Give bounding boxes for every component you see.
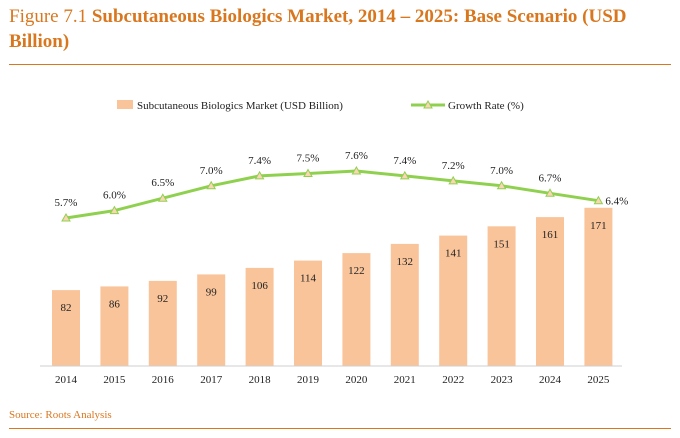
bar-2021: [390, 243, 419, 366]
bar-2022: [439, 235, 468, 366]
x-tick-2019: 2019: [297, 374, 320, 386]
growth-marker-2019: [303, 168, 313, 177]
growth-marker-2016: [157, 193, 168, 202]
source-note: Source: Roots Analysis: [9, 409, 112, 421]
x-tick-2022: 2022: [442, 374, 464, 386]
growth-marker-2021: [399, 170, 410, 180]
bar-2018: [245, 267, 274, 366]
growth-label-2018: 7.4%: [248, 155, 271, 167]
growth-rate-line: [64, 169, 600, 220]
growth-marker-2023: [496, 180, 507, 190]
x-tick-2023: 2023: [491, 374, 514, 386]
bar-value-label-2025: 171: [590, 220, 607, 232]
x-tick-2024: 2024: [539, 374, 562, 386]
x-tick-2021: 2021: [394, 374, 416, 386]
growth-label-2016: 6.5%: [151, 177, 174, 189]
bar-value-label-2021: 132: [397, 256, 414, 268]
bar-2016: [148, 280, 177, 366]
x-tick-2018: 2018: [249, 374, 272, 386]
growth-label-2021: 7.4%: [393, 155, 416, 167]
bar-2020: [342, 253, 371, 366]
growth-label-2019: 7.5%: [297, 153, 320, 165]
growth-marker-2022: [448, 175, 459, 185]
growth-label-2014: 5.7%: [55, 197, 78, 209]
title-divider: [9, 64, 671, 65]
x-tick-2025: 2025: [587, 374, 610, 386]
x-tick-2015: 2015: [103, 374, 126, 386]
bar-2017: [197, 274, 226, 366]
bar-2019: [294, 260, 322, 367]
growth-marker-2014: [61, 212, 71, 222]
growth-label-2025: 6.4%: [605, 196, 628, 208]
legend: Subcutaneous Biologics Market (USD Billi…: [117, 99, 524, 112]
bar-value-label-2022: 141: [445, 248, 462, 260]
bar-2014: [52, 290, 80, 366]
x-tick-2020: 2020: [345, 374, 368, 386]
bar-2025: [584, 207, 613, 366]
x-tick-2017: 2017: [200, 374, 223, 386]
growth-marker-2024: [545, 188, 555, 197]
growth-label-2017: 7.0%: [200, 165, 223, 177]
bar-value-label-2015: 86: [109, 298, 121, 310]
growth-value-labels: 5.7% 6.0% 6.5% 7.0% 7.4% 7.5% 7.6% 7.4% 7.2% 7.0%…: [55, 150, 629, 209]
bar-2023: [487, 226, 516, 366]
bar-value-label-2019: 114: [300, 273, 317, 285]
bar-value-labels: 82 86 92 99 106 114 122 132 141 151 161 171: [61, 220, 607, 314]
growth-label-2020: 7.6%: [345, 150, 368, 162]
x-tick-2016: 2016: [152, 374, 175, 386]
growth-marker-2020: [351, 165, 362, 175]
bars: [52, 207, 613, 367]
bar-2024: [536, 217, 564, 366]
bar-value-label-2018: 106: [251, 280, 268, 292]
legend-swatch-market: [117, 100, 133, 109]
legend-marker-growth: [423, 99, 433, 109]
figure-title: Subcutaneous Biologics Market, 2014 – 20…: [9, 6, 627, 52]
bar-2015: [100, 286, 129, 366]
footer-divider: [9, 428, 671, 429]
growth-label-2024: 6.7%: [539, 172, 562, 184]
growth-marker-2018: [254, 170, 265, 180]
bar-value-label-2014: 82: [61, 302, 72, 314]
bar-value-label-2016: 92: [157, 293, 168, 305]
figure-number: Figure 7.1: [9, 6, 92, 27]
legend-label-market: Subcutaneous Biologics Market (USD Billi…: [137, 100, 343, 112]
growth-label-2023: 7.0%: [490, 165, 513, 177]
x-tick-2014: 2014: [55, 374, 78, 386]
growth-series: [61, 165, 604, 222]
growth-label-2022: 7.2%: [442, 160, 465, 172]
bar-value-label-2017: 99: [206, 286, 218, 298]
bar-value-label-2024: 161: [542, 229, 559, 241]
growth-marker-2025: [593, 195, 604, 205]
bar-value-label-2023: 151: [493, 238, 510, 250]
bar-value-label-2020: 122: [348, 265, 365, 277]
legend-label-growth: Growth Rate (%): [448, 100, 524, 112]
growth-label-2015: 6.0%: [103, 190, 126, 202]
growth-marker-2017: [206, 180, 217, 190]
chart-title: Figure 7.1 Subcutaneous Biologics Market…: [9, 4, 673, 54]
x-tick-labels: 2014 2015 2016 2017 2018 2019 2020 2021 2022 2023…: [55, 374, 610, 386]
growth-marker-2015: [109, 205, 120, 215]
